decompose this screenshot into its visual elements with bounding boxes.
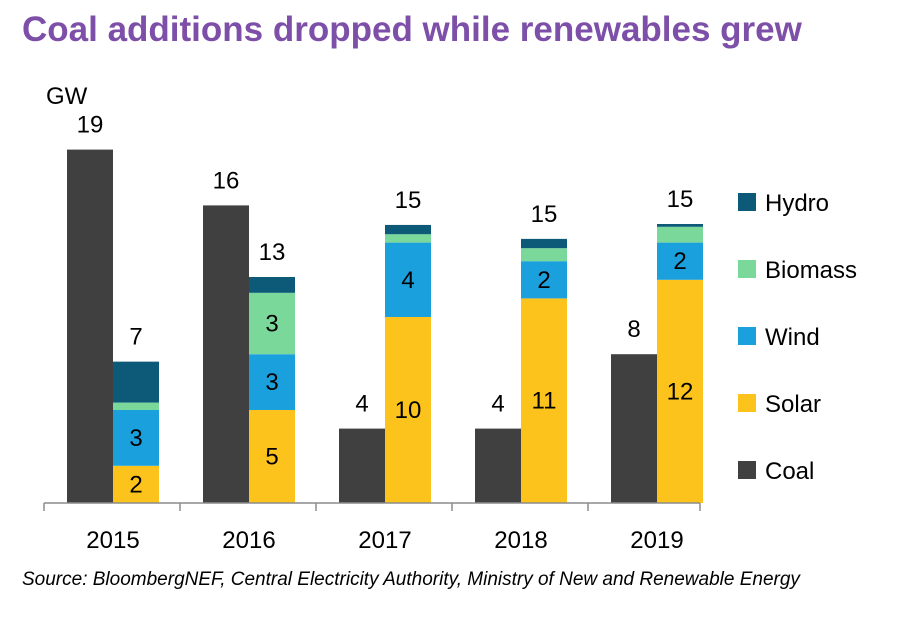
data-label-wind-2018: 2 (537, 267, 550, 294)
x-tick-label-2018: 2018 (494, 527, 547, 554)
data-label-coal-2016: 16 (213, 167, 240, 194)
bar-biomass-2017 (385, 234, 431, 243)
data-label-coal-2015: 19 (77, 112, 104, 139)
data-label-renewables-total-2019: 15 (667, 186, 694, 213)
data-label-solar-2016: 5 (265, 444, 278, 471)
x-tick-label-2019: 2019 (630, 527, 683, 554)
bar-hydro-2018 (521, 238, 567, 249)
bar-biomass-2018 (521, 248, 567, 262)
data-label-wind-2019: 2 (673, 248, 686, 275)
legend-label-coal: Coal (765, 458, 814, 485)
x-tick-label-2016: 2016 (222, 527, 275, 554)
legend-swatch-solar (738, 394, 756, 412)
legend-swatch-coal (738, 461, 756, 479)
data-label-biomass-2016: 3 (265, 311, 278, 338)
bar-biomass-2015 (113, 402, 159, 410)
legend-swatch-biomass (738, 260, 756, 278)
legend-label-biomass: Biomass (765, 257, 857, 284)
x-tick-label-2017: 2017 (358, 527, 411, 554)
data-label-renewables-total-2016: 13 (259, 239, 286, 266)
bar-wind-2017 (385, 242, 431, 317)
source-note: Source: BloombergNEF, Central Electricit… (22, 569, 800, 590)
bar-biomass-2019 (657, 226, 703, 243)
bar-hydro-2019 (657, 224, 703, 227)
data-label-coal-2018: 4 (491, 391, 504, 418)
chart-title: Coal additions dropped while renewables … (22, 10, 802, 49)
bar-solar-2018 (521, 298, 567, 503)
bar-hydro-2016 (249, 277, 295, 293)
data-label-solar-2018: 11 (532, 388, 557, 415)
data-label-wind-2015: 3 (129, 425, 142, 452)
legend-label-solar: Solar (765, 391, 821, 418)
bar-solar-2017 (385, 317, 431, 503)
bar-coal-2015 (67, 149, 113, 503)
bar-solar-2019 (657, 279, 703, 503)
bar-coal-2016 (203, 205, 249, 503)
data-label-renewables-total-2017: 15 (395, 187, 422, 214)
legend-swatch-hydro (738, 193, 756, 211)
bar-coal-2017 (339, 428, 385, 503)
data-label-coal-2017: 4 (355, 391, 368, 418)
bar-wind-2015 (113, 410, 159, 466)
data-label-solar-2017: 10 (395, 397, 422, 424)
legend-swatch-wind (738, 327, 756, 345)
bar-biomass-2016 (249, 292, 295, 355)
data-label-solar-2019: 12 (667, 378, 694, 405)
bar-hydro-2017 (385, 224, 431, 235)
bar-solar-2016 (249, 410, 295, 503)
bar-hydro-2015 (113, 361, 159, 403)
x-tick-label-2015: 2015 (86, 527, 139, 554)
bar-coal-2019 (611, 354, 657, 503)
data-label-renewables-total-2018: 15 (531, 201, 558, 228)
bar-coal-2018 (475, 428, 521, 503)
bar-wind-2016 (249, 354, 295, 410)
legend-label-wind: Wind (765, 324, 820, 351)
legend-label-hydro: Hydro (765, 190, 829, 217)
bar-solar-2015 (113, 465, 159, 503)
bar-wind-2018 (521, 261, 567, 299)
y-axis-unit-label: GW (46, 83, 88, 110)
data-label-coal-2019: 8 (627, 316, 640, 343)
data-label-wind-2017: 4 (401, 267, 414, 294)
bar-wind-2019 (657, 242, 703, 280)
data-label-renewables-total-2015: 7 (129, 324, 142, 351)
data-label-wind-2016: 3 (265, 369, 278, 396)
data-label-solar-2015: 2 (129, 471, 142, 498)
